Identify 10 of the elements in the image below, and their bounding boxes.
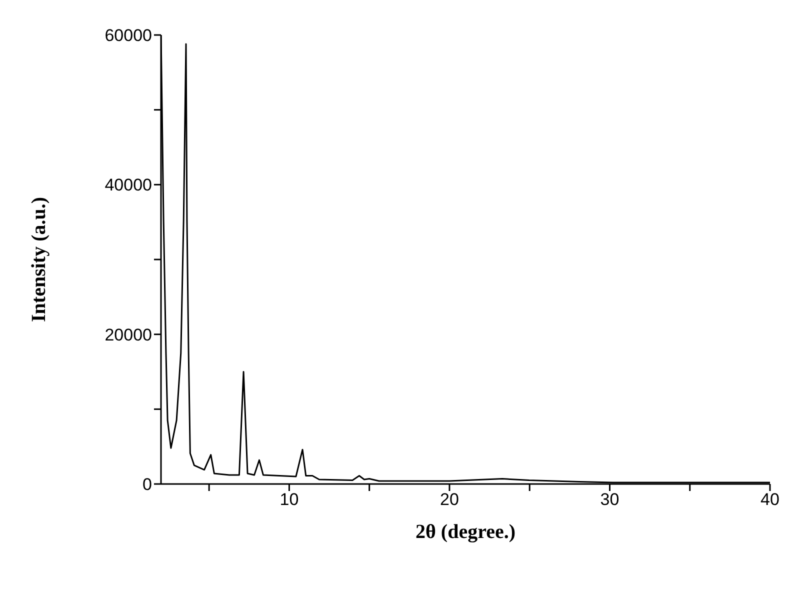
x-tick-label: 20 xyxy=(440,490,459,510)
y-tick-label: 0 xyxy=(142,475,152,494)
y-axis-title: Intensity (a.u.) xyxy=(28,196,50,322)
x-tick-label: 10 xyxy=(280,490,299,510)
y-tick-label: 20000 xyxy=(104,325,152,344)
x-axis-title: 2θ (degree.) xyxy=(415,521,516,543)
x-tick-label: 40 xyxy=(760,490,780,510)
y-tick-label: 60000 xyxy=(104,26,152,46)
x-tick-label: 30 xyxy=(600,490,620,510)
y-tick-label: 40000 xyxy=(104,176,152,195)
